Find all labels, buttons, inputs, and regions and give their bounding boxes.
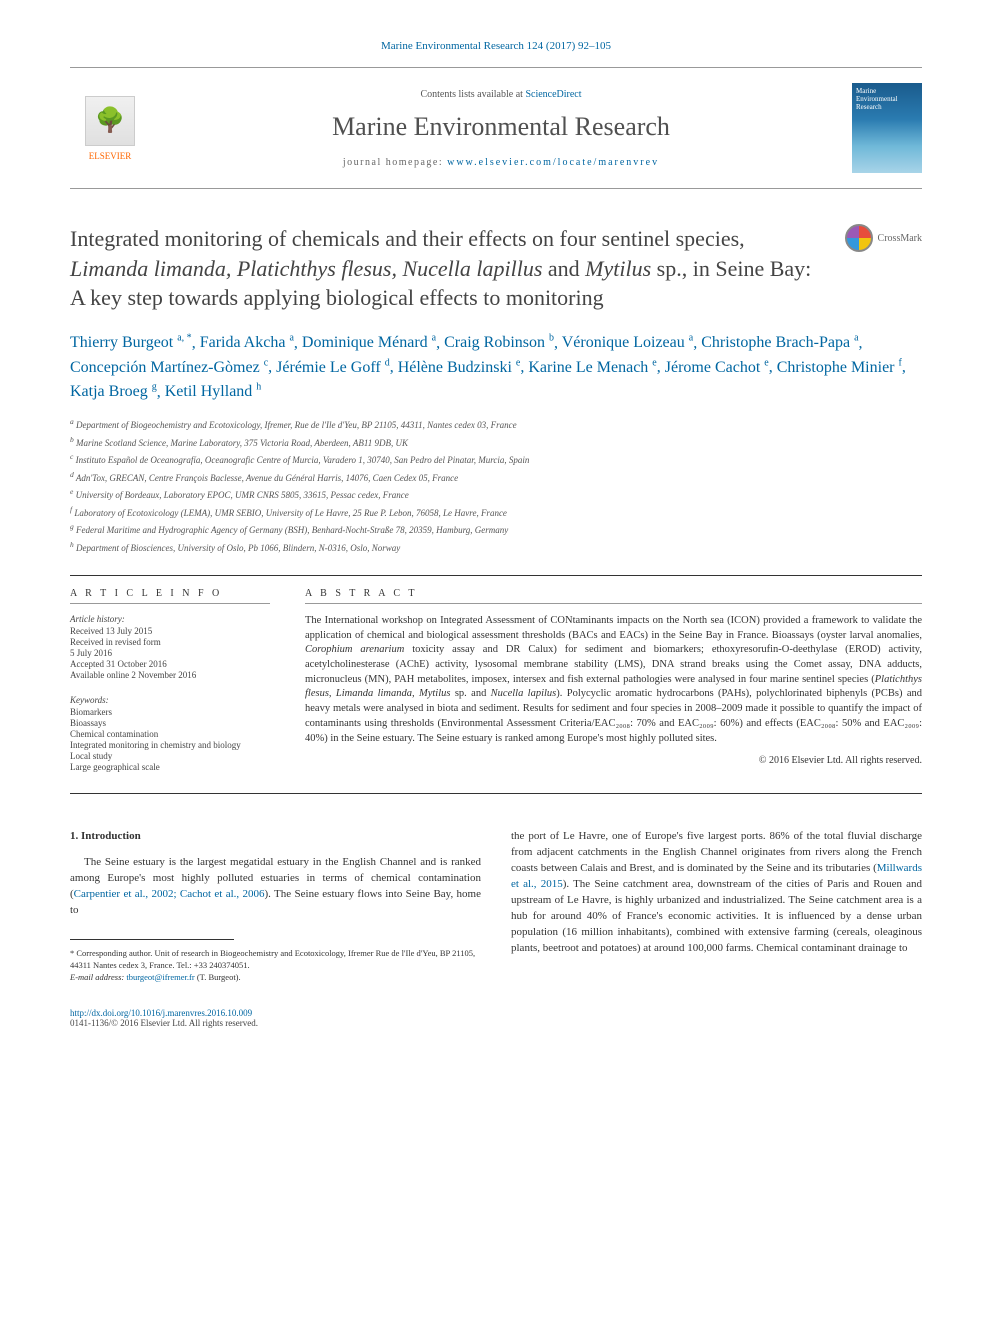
masthead-center: Contents lists available at ScienceDirec…: [150, 89, 852, 168]
email-label: E-mail address:: [70, 972, 126, 982]
citation-link-1[interactable]: Carpentier et al., 2002; Cachot et al., …: [74, 888, 265, 900]
footnote-divider: [70, 939, 234, 940]
publisher-name: ELSEVIER: [70, 151, 150, 161]
journal-cover-thumbnail: Marine Environmental Research: [852, 83, 922, 173]
doi-link[interactable]: http://dx.doi.org/10.1016/j.marenvres.20…: [70, 1008, 252, 1018]
page-footer: http://dx.doi.org/10.1016/j.marenvres.20…: [70, 1008, 922, 1028]
masthead: 🌳 ELSEVIER Contents lists available at S…: [70, 67, 922, 189]
affiliation: b Marine Scotland Science, Marine Labora…: [70, 434, 922, 451]
author: Jérémie Le Goff d: [276, 359, 390, 376]
column-right: the port of Le Havre, one of Europe's fi…: [511, 829, 922, 983]
affiliation: f Laboratory of Ecotoxicology (LEMA), UM…: [70, 504, 922, 521]
affiliations-list: a Department of Biogeochemistry and Ecot…: [70, 416, 922, 555]
intro-para-2: the port of Le Havre, one of Europe's fi…: [511, 829, 922, 957]
author: Véronique Loizeau a: [562, 334, 694, 351]
abstract-heading: A B S T R A C T: [305, 588, 922, 604]
title-species-2: Mytilus: [585, 256, 651, 281]
crossmark-icon: [845, 224, 873, 252]
affiliation: a Department of Biogeochemistry and Ecot…: [70, 416, 922, 433]
contents-line: Contents lists available at ScienceDirec…: [150, 89, 852, 100]
keyword: Biomarkers: [70, 707, 270, 717]
crossmark-label: CrossMark: [878, 233, 922, 244]
abstract-sp3: Nucella lapilus: [491, 688, 557, 699]
footnote-email-line: E-mail address: tburgeot@ifremer.fr (T. …: [70, 972, 481, 984]
history-label: Article history:: [70, 614, 270, 624]
introduction-heading: 1. Introduction: [70, 829, 481, 845]
author: Ketil Hylland h: [165, 383, 262, 400]
article-title: Integrated monitoring of chemicals and t…: [70, 224, 825, 313]
affiliation: c Instituto Español de Oceanografía, Oce…: [70, 451, 922, 468]
keyword: Bioassays: [70, 718, 270, 728]
footer-copyright: 0141-1136/© 2016 Elsevier Ltd. All right…: [70, 1018, 922, 1028]
keyword: Large geographical scale: [70, 762, 270, 772]
article-info-heading: A R T I C L E I N F O: [70, 588, 270, 604]
author: Karine Le Menach e: [528, 359, 656, 376]
journal-homepage: journal homepage: www.elsevier.com/locat…: [150, 157, 852, 168]
history-item: Available online 2 November 2016: [70, 670, 270, 680]
title-species-1: Limanda limanda, Platichthys flesus, Nuc…: [70, 256, 542, 281]
history-item: Received in revised form: [70, 637, 270, 647]
abstract-copyright: © 2016 Elsevier Ltd. All rights reserved…: [305, 754, 922, 768]
journal-name: Marine Environmental Research: [150, 112, 852, 142]
author: Farida Akcha a: [200, 334, 294, 351]
title-row: Integrated monitoring of chemicals and t…: [70, 224, 922, 313]
author: Christophe Brach-Papa a: [701, 334, 858, 351]
email-link[interactable]: tburgeot@ifremer.fr: [126, 972, 194, 982]
author: Thierry Burgeot a, *: [70, 334, 192, 351]
author: Craig Robinson b: [444, 334, 554, 351]
history-item: 5 July 2016: [70, 648, 270, 658]
title-pre: Integrated monitoring of chemicals and t…: [70, 226, 745, 251]
intro-para-1: The Seine estuary is the largest megatid…: [70, 855, 481, 919]
abstract: A B S T R A C T The International worksh…: [305, 588, 922, 773]
contents-prefix: Contents lists available at: [420, 89, 525, 100]
history-item: Received 13 July 2015: [70, 626, 270, 636]
abstract-pre: The International workshop on Integrated…: [305, 615, 922, 641]
affiliation: g Federal Maritime and Hydrographic Agen…: [70, 521, 922, 538]
author: Dominique Ménard a: [302, 334, 436, 351]
publisher-logo[interactable]: 🌳 ELSEVIER: [70, 96, 150, 161]
keyword: Local study: [70, 751, 270, 761]
keywords-label: Keywords:: [70, 695, 270, 705]
crossmark-badge[interactable]: CrossMark: [845, 224, 922, 252]
sciencedirect-link[interactable]: ScienceDirect: [525, 89, 581, 100]
column-left: 1. Introduction The Seine estuary is the…: [70, 829, 481, 983]
corresponding-author-footnote: * Corresponding author. Unit of research…: [70, 948, 481, 984]
section-divider: [70, 575, 922, 576]
footnote-text: * Corresponding author. Unit of research…: [70, 948, 481, 972]
cover-text: Marine Environmental Research: [856, 87, 918, 111]
keyword: Chemical contamination: [70, 729, 270, 739]
article-info: A R T I C L E I N F O Article history: R…: [70, 588, 270, 773]
author: Hélène Budzinski e: [398, 359, 521, 376]
authors-list: Thierry Burgeot a, *, Farida Akcha a, Do…: [70, 331, 922, 404]
homepage-url[interactable]: www.elsevier.com/locate/marenvrev: [447, 157, 659, 168]
affiliation: d Adn'Tox, GRECAN, Centre François Bacle…: [70, 469, 922, 486]
title-mid: and: [542, 256, 585, 281]
email-suffix: (T. Burgeot).: [195, 972, 241, 982]
author: Katja Broeg g: [70, 383, 157, 400]
author: Jérome Cachot e: [665, 359, 769, 376]
affiliation: h Department of Biosciences, University …: [70, 539, 922, 556]
info-abstract-row: A R T I C L E I N F O Article history: R…: [70, 588, 922, 773]
author: Concepción Martínez-Gòmez c: [70, 359, 268, 376]
abstract-text: The International workshop on Integrated…: [305, 614, 922, 746]
citation-header: Marine Environmental Research 124 (2017)…: [70, 40, 922, 52]
abstract-mid2: sp. and: [450, 688, 490, 699]
elsevier-tree-icon: 🌳: [85, 96, 135, 146]
history-item: Accepted 31 October 2016: [70, 659, 270, 669]
section-divider-2: [70, 793, 922, 794]
homepage-prefix: journal homepage:: [343, 157, 447, 168]
keyword: Integrated monitoring in chemistry and b…: [70, 740, 270, 750]
p2-post: ). The Seine catchment area, downstream …: [511, 878, 922, 954]
body-columns: 1. Introduction The Seine estuary is the…: [70, 829, 922, 983]
p2-pre: the port of Le Havre, one of Europe's fi…: [511, 830, 922, 874]
author: Christophe Minier f: [777, 359, 902, 376]
affiliation: e University of Bordeaux, Laboratory EPO…: [70, 486, 922, 503]
abstract-sp1: Corophium arenarium: [305, 644, 404, 655]
